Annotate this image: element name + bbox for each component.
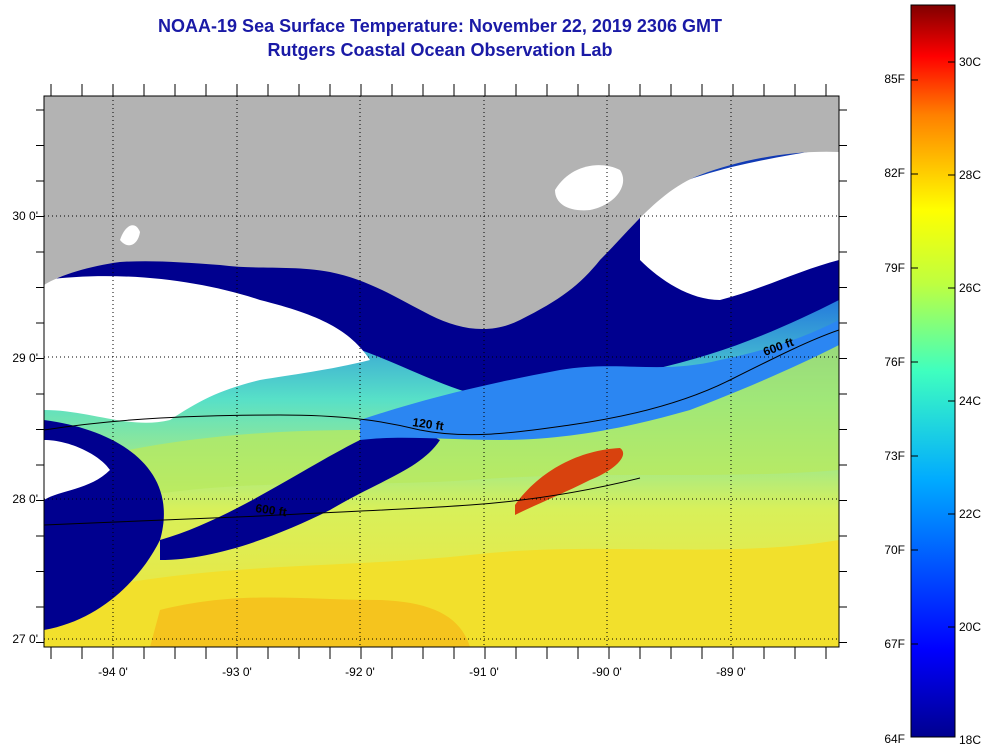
lon-tick-label: -93 0' bbox=[222, 665, 252, 679]
cloud-west bbox=[44, 276, 370, 423]
lon-tick-label: -91 0' bbox=[469, 665, 499, 679]
lat-tick-label: 30 0' bbox=[12, 209, 38, 223]
fahrenheit-label: 64F bbox=[884, 732, 905, 746]
fahrenheit-label: 73F bbox=[884, 449, 905, 463]
graticule bbox=[44, 96, 839, 647]
fahrenheit-label: 79F bbox=[884, 261, 905, 275]
tick-marks bbox=[36, 84, 847, 659]
celsius-label: 20C bbox=[959, 620, 981, 634]
fahrenheit-label: 70F bbox=[884, 543, 905, 557]
lat-tick-label: 27 0' bbox=[12, 632, 38, 646]
transition-water bbox=[360, 320, 839, 440]
cold-water-south bbox=[160, 428, 440, 560]
colorbar-ticks bbox=[911, 61, 955, 645]
lon-tick-label: -90 0' bbox=[592, 665, 622, 679]
contour-label: 600 ft bbox=[255, 501, 288, 519]
warmer-water bbox=[150, 597, 470, 647]
celsius-label: 22C bbox=[959, 507, 981, 521]
lat-tick-label: 28 0' bbox=[12, 492, 38, 506]
title-line-1: NOAA-19 Sea Surface Temperature: Novembe… bbox=[158, 16, 722, 36]
celsius-label: 24C bbox=[959, 394, 981, 408]
lat-tick-label: 29 0' bbox=[12, 351, 38, 365]
fahrenheit-label: 82F bbox=[884, 166, 905, 180]
lake-west bbox=[120, 225, 140, 246]
lon-tick-label: -89 0' bbox=[716, 665, 746, 679]
celsius-label: 18C bbox=[959, 733, 981, 747]
fahrenheit-label: 67F bbox=[884, 637, 905, 651]
title-line-2: Rutgers Coastal Ocean Observation Lab bbox=[267, 40, 613, 60]
colorbar-gradient bbox=[910, 4, 956, 738]
map-frame bbox=[43, 95, 840, 648]
lake bbox=[555, 165, 624, 211]
hot-patch bbox=[515, 448, 624, 515]
cloud-small bbox=[44, 440, 110, 500]
isobath-600 bbox=[44, 477, 641, 526]
contour-label: 120 ft bbox=[412, 415, 445, 433]
celsius-label: 28C bbox=[959, 168, 981, 182]
fahrenheit-label: 76F bbox=[884, 355, 905, 369]
lon-tick-label: -94 0' bbox=[98, 665, 128, 679]
land bbox=[44, 96, 839, 330]
fahrenheit-label: 85F bbox=[884, 72, 905, 86]
lon-tick-label: -92 0' bbox=[345, 665, 375, 679]
celsius-label: 26C bbox=[959, 281, 981, 295]
isobath-120 bbox=[44, 329, 839, 436]
celsius-label: 30C bbox=[959, 55, 981, 69]
cloud-east bbox=[640, 150, 839, 300]
